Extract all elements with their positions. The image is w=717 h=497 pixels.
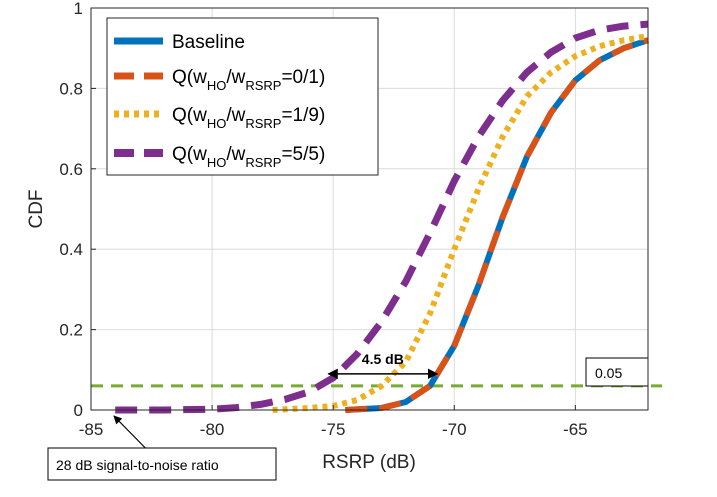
legend-text-part: Q(w [172, 144, 207, 165]
legend-text-part: RSRP [245, 116, 281, 131]
legend-text-part: /w [226, 144, 245, 165]
legend-text-part: =1/9) [281, 105, 325, 126]
legend-entry-1: Q(wHO/wRSRP=0/1) [172, 67, 325, 93]
y-tick-label: 0.6 [59, 160, 83, 179]
x-tick-label: -85 [79, 420, 104, 439]
legend-text-part: RSRP [245, 155, 281, 170]
legend-text-part: /w [226, 67, 245, 88]
reference-line-group: 0.05 [91, 357, 662, 388]
legend-text-part: /w [226, 105, 245, 126]
legend-text-part: =0/1) [281, 67, 325, 88]
legend: BaselineQ(wHO/wRSRP=0/1)Q(wHO/wRSRP=1/9)… [106, 17, 379, 176]
axis-ticks: -85 -80 -75 -70 -65 0 0.2 0.4 0.6 0.8 1 [59, 0, 587, 439]
x-tick-label: -70 [442, 420, 467, 439]
legend-text-part: HO [207, 78, 227, 93]
snr-arrow [113, 415, 146, 449]
y-tick-label: 0.4 [59, 240, 83, 259]
legend-text-part: RSRP [245, 78, 281, 93]
annotation-group: 4.5 dB 28 dB signal-to-noise ratio [47, 351, 439, 481]
series-line-3 [115, 20, 649, 414]
plot-frame [90, 7, 649, 411]
y-tick-label: 0.2 [59, 321, 83, 340]
x-tick-label: -75 [321, 420, 346, 439]
legend-entry-3: Q(wHO/wRSRP=5/5) [172, 144, 325, 170]
legend-text-part: =5/5) [281, 144, 325, 165]
y-tick-label: 0 [74, 401, 83, 420]
gap-label: 4.5 dB [362, 351, 404, 367]
legend-text-part: HO [207, 116, 227, 131]
x-tick-label: -80 [200, 420, 225, 439]
y-axis-label: CDF [26, 189, 47, 228]
y-tick-label: 1 [74, 0, 83, 18]
series-line-2 [272, 33, 649, 413]
reference-label: 0.05 [595, 365, 622, 381]
y-tick-label: 0.8 [59, 79, 83, 98]
x-tick-label: -65 [563, 420, 588, 439]
legend-text-part: Q(w [172, 67, 207, 88]
snr-label: 28 dB signal-to-noise ratio [56, 457, 219, 473]
snr-label-box [47, 447, 277, 481]
legend-entry-0: Baseline [172, 32, 245, 53]
legend-text-part: Baseline [172, 32, 245, 53]
series-line-1 [345, 37, 649, 413]
legend-entry-2: Q(wHO/wRSRP=1/9) [172, 105, 325, 131]
legend-text-part: Q(w [172, 105, 207, 126]
series-group [115, 20, 649, 414]
reference-label-box [585, 357, 649, 387]
x-axis-label: RSRP (dB) [322, 452, 416, 473]
legend-text-part: HO [207, 155, 227, 170]
